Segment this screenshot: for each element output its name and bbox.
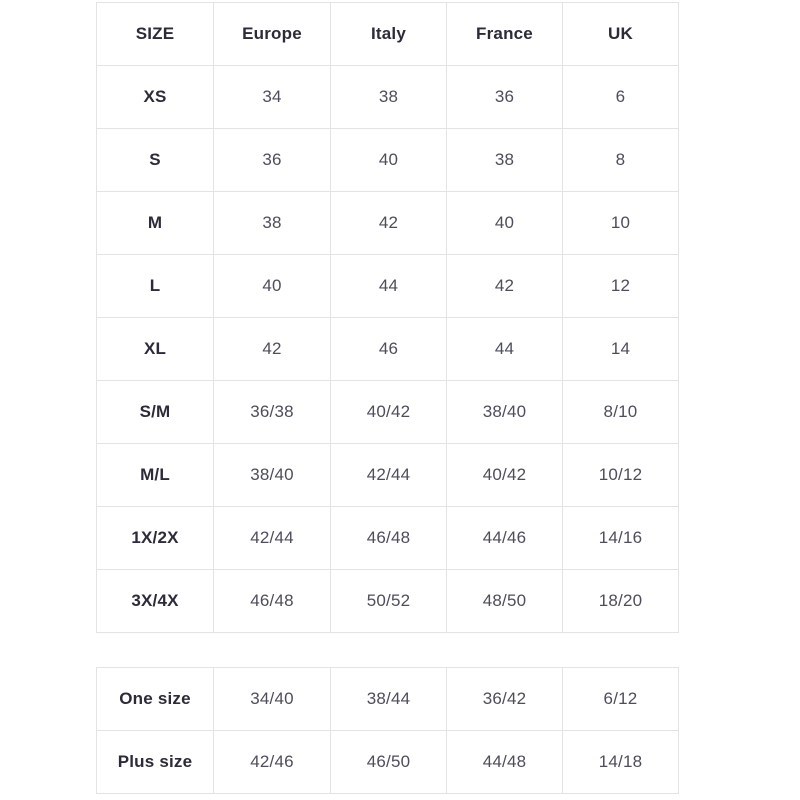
table-row: XS 34 38 36 6 bbox=[96, 65, 679, 129]
cell-europe: 34 bbox=[213, 65, 331, 129]
cell-europe: 36/38 bbox=[213, 380, 331, 444]
cell-france: 38/40 bbox=[446, 380, 563, 444]
cell-uk: 6 bbox=[562, 65, 679, 129]
cell-uk: 14/16 bbox=[562, 506, 679, 570]
cell-europe: 42/44 bbox=[213, 506, 331, 570]
cell-italy: 42 bbox=[330, 191, 447, 255]
cell-france: 42 bbox=[446, 254, 563, 318]
cell-uk: 10/12 bbox=[562, 443, 679, 507]
cell-france: 40/42 bbox=[446, 443, 563, 507]
cell-france: 36 bbox=[446, 65, 563, 129]
row-label: 3X/4X bbox=[96, 569, 214, 633]
table-header-row: SIZE Europe Italy France UK bbox=[96, 2, 679, 66]
cell-europe: 38 bbox=[213, 191, 331, 255]
cell-europe: 36 bbox=[213, 128, 331, 192]
table-row: XL 42 46 44 14 bbox=[96, 317, 679, 381]
cell-italy: 50/52 bbox=[330, 569, 447, 633]
cell-europe: 38/40 bbox=[213, 443, 331, 507]
table-row: 3X/4X 46/48 50/52 48/50 18/20 bbox=[96, 569, 679, 633]
cell-uk: 14/18 bbox=[562, 730, 679, 794]
cell-italy: 44 bbox=[330, 254, 447, 318]
cell-france: 48/50 bbox=[446, 569, 563, 633]
standard-size-conversion-table: SIZE Europe Italy France UK XS 34 38 36 … bbox=[96, 2, 679, 633]
cell-uk: 14 bbox=[562, 317, 679, 381]
column-header-size: SIZE bbox=[96, 2, 214, 66]
cell-italy: 46/48 bbox=[330, 506, 447, 570]
row-label: XS bbox=[96, 65, 214, 129]
column-header-uk: UK bbox=[562, 2, 679, 66]
cell-italy: 38 bbox=[330, 65, 447, 129]
cell-uk: 10 bbox=[562, 191, 679, 255]
row-label: 1X/2X bbox=[96, 506, 214, 570]
cell-italy: 40/42 bbox=[330, 380, 447, 444]
cell-italy: 42/44 bbox=[330, 443, 447, 507]
row-label: Plus size bbox=[96, 730, 214, 794]
table-row: Plus size 42/46 46/50 44/48 14/18 bbox=[96, 730, 679, 794]
one-size-plus-size-table: One size 34/40 38/44 36/42 6/12 Plus siz… bbox=[96, 667, 679, 794]
cell-france: 44 bbox=[446, 317, 563, 381]
row-label: L bbox=[96, 254, 214, 318]
cell-europe: 42 bbox=[213, 317, 331, 381]
row-label: S/M bbox=[96, 380, 214, 444]
column-header-france: France bbox=[446, 2, 563, 66]
table-row: S 36 40 38 8 bbox=[96, 128, 679, 192]
table-row: L 40 44 42 12 bbox=[96, 254, 679, 318]
cell-europe: 46/48 bbox=[213, 569, 331, 633]
cell-uk: 8 bbox=[562, 128, 679, 192]
row-label: M bbox=[96, 191, 214, 255]
cell-uk: 6/12 bbox=[562, 667, 679, 731]
cell-europe: 40 bbox=[213, 254, 331, 318]
column-header-italy: Italy bbox=[330, 2, 447, 66]
table-row: One size 34/40 38/44 36/42 6/12 bbox=[96, 667, 679, 731]
table-row: M 38 42 40 10 bbox=[96, 191, 679, 255]
table-row: S/M 36/38 40/42 38/40 8/10 bbox=[96, 380, 679, 444]
cell-uk: 8/10 bbox=[562, 380, 679, 444]
cell-france: 36/42 bbox=[446, 667, 563, 731]
table-header: SIZE Europe Italy France UK bbox=[96, 2, 679, 66]
cell-france: 44/48 bbox=[446, 730, 563, 794]
table-row: 1X/2X 42/44 46/48 44/46 14/16 bbox=[96, 506, 679, 570]
cell-europe: 42/46 bbox=[213, 730, 331, 794]
cell-france: 38 bbox=[446, 128, 563, 192]
cell-uk: 12 bbox=[562, 254, 679, 318]
table-body: One size 34/40 38/44 36/42 6/12 Plus siz… bbox=[96, 667, 679, 794]
cell-france: 44/46 bbox=[446, 506, 563, 570]
row-label: S bbox=[96, 128, 214, 192]
row-label: M/L bbox=[96, 443, 214, 507]
cell-uk: 18/20 bbox=[562, 569, 679, 633]
cell-europe: 34/40 bbox=[213, 667, 331, 731]
cell-italy: 46/50 bbox=[330, 730, 447, 794]
cell-italy: 46 bbox=[330, 317, 447, 381]
cell-italy: 38/44 bbox=[330, 667, 447, 731]
row-label: XL bbox=[96, 317, 214, 381]
column-header-europe: Europe bbox=[213, 2, 331, 66]
cell-france: 40 bbox=[446, 191, 563, 255]
cell-italy: 40 bbox=[330, 128, 447, 192]
table-row: M/L 38/40 42/44 40/42 10/12 bbox=[96, 443, 679, 507]
row-label: One size bbox=[96, 667, 214, 731]
table-body: XS 34 38 36 6 S 36 40 38 8 M 38 42 40 10 bbox=[96, 65, 679, 633]
